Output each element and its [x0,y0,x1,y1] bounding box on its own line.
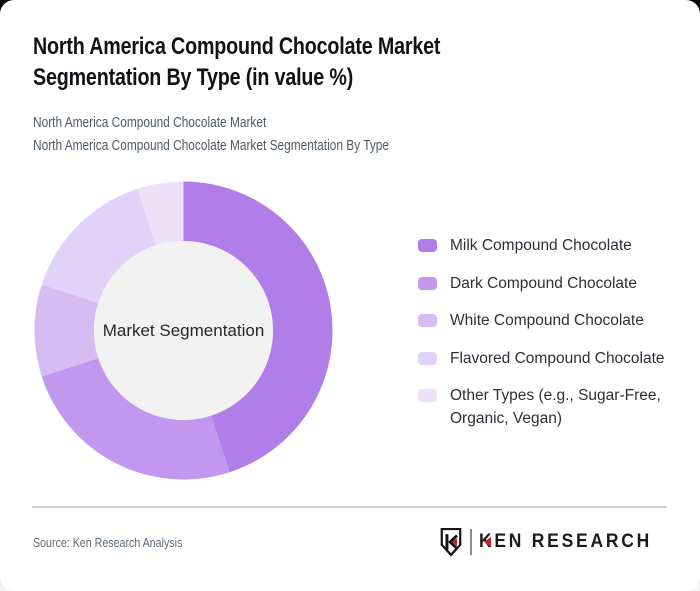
legend-item-flavored: Flavored Compound Chocolate [418,347,692,370]
footer-divider [32,506,667,508]
brand-wordmark-wrap: KEN RESEARCH [479,531,667,553]
legend-item-dark: Dark Compound Chocolate [418,272,692,295]
subtitle-block: North America Compound Chocolate Market … [33,112,558,157]
legend-label-flavored: Flavored Compound Chocolate [450,349,665,367]
legend-item-other: Other Types (e.g., Sugar-Free, Organic, … [418,384,692,430]
chart-legend: Milk Compound Chocolate Dark Compound Ch… [418,234,692,445]
legend-item-white: White Compound Chocolate [418,309,692,332]
source-text: Source: Ken Research Analysis [33,535,183,550]
legend-label-milk: Milk Compound Chocolate [450,237,632,254]
page-title: North America Compound Chocolate Market … [33,33,441,91]
legend-swatch-milk [418,239,437,252]
legend-swatch-flavored [418,351,437,365]
ken-research-logo: KEN RESEARCH [439,527,667,557]
ken-badge-icon [440,527,462,557]
donut-segment-0 [183,181,333,473]
legend-swatch-dark [418,276,437,290]
subtitle-line-2: North America Compound Chocolate Market … [33,137,390,154]
legend-swatch-other [418,389,437,402]
subtitle-line-1: North America Compound Chocolate Market [33,115,267,131]
donut-segment-3 [41,188,156,303]
donut-segment-2 [34,284,99,377]
donut-segment-4 [137,181,184,246]
logo-separator [469,529,472,555]
donut-segment-1 [41,358,230,480]
legend-swatch-white [418,314,437,327]
legend-label-white: White Compound Chocolate [450,312,644,329]
legend-item-milk: Milk Compound Chocolate [418,234,692,257]
badge-red-wedge-icon [451,538,457,546]
donut-chart [34,181,333,480]
brand-wordmark: KEN RESEARCH [478,531,652,552]
donut-inner-circle [94,241,273,420]
legend-label-other: Other Types (e.g., Sugar-Free, Organic, … [450,387,661,427]
legend-label-dark: Dark Compound Chocolate [450,274,637,292]
red-wedge-icon [483,537,491,547]
